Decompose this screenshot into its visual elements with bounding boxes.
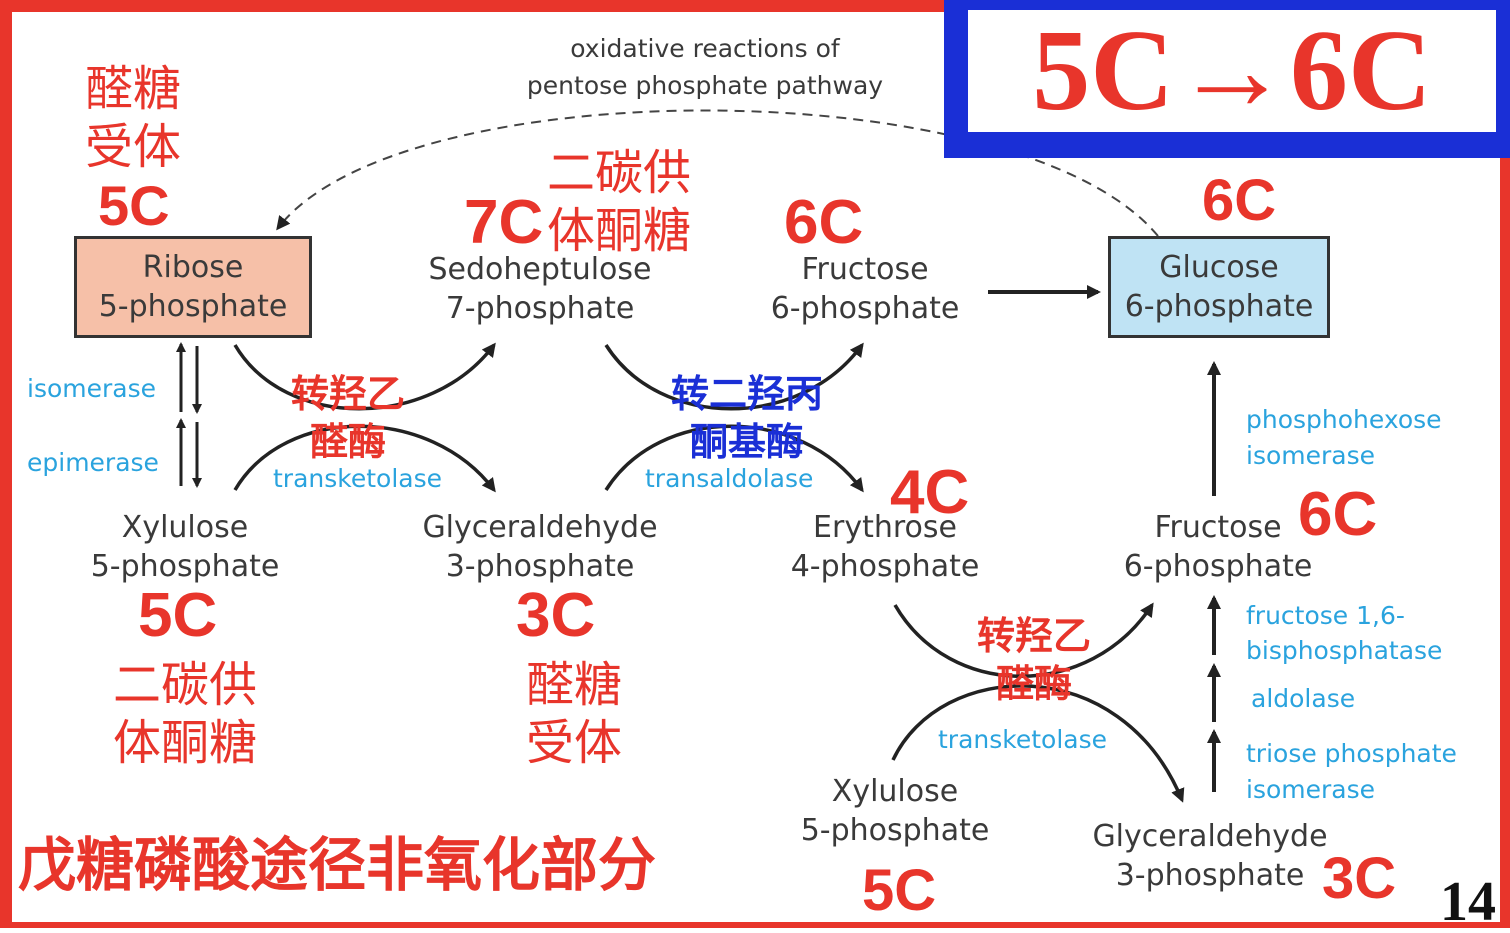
carbon-count-xylulose-left: 5C [138, 581, 218, 650]
xylulose-5-phosphate-bottom: Xylulose 5-phosphate [800, 774, 990, 848]
isomerase-label: isomerase [27, 374, 157, 403]
ketose-donor-note-1: 二碳供 体酮糖 [547, 145, 692, 259]
oxidative-note: oxidative reactions of pentose phosphate… [526, 34, 884, 100]
ribose-5-phosphate-box: Ribose 5-phosphate [74, 236, 312, 338]
carbon-count-erythrose: 4C [890, 458, 970, 527]
aldolase-label: aldolase [1251, 684, 1356, 713]
aldose-acceptor-note-2: 醛糖 受体 [526, 657, 623, 771]
carbon-count-gap-right: 3C [1322, 846, 1397, 911]
title-badge-text: 5C→6C [1032, 7, 1432, 135]
sedoheptulose-7-phosphate: Sedoheptulose 7-phosphate [428, 252, 652, 326]
transketolase-label-2: transketolase [938, 725, 1108, 754]
epimerase-label: epimerase [27, 448, 159, 477]
transketolase-cn-2: 转羟乙 醛酶 [976, 614, 1091, 706]
erythrose-4-phosphate: Erythrose 4-phosphate [790, 510, 980, 584]
page-number: 14 [1440, 871, 1496, 933]
transketolase-curve-2a [893, 602, 1154, 678]
transketolase-cn-1: 转羟乙 醛酶 [290, 372, 405, 464]
title-badge: 5C→6C [944, 0, 1510, 158]
carbon-count-gap-mid: 3C [516, 581, 596, 650]
aldose-acceptor-note-1: 醛糖 受体 [85, 61, 182, 175]
carbon-count-ribose: 5C [98, 174, 170, 237]
fructose-bisphosphatase-label: fructose 1,6- bisphosphatase [1246, 601, 1443, 665]
carbon-count-fructose-right: 6C [1298, 480, 1378, 549]
ketose-donor-note-2: 二碳供 体酮糖 [113, 657, 258, 771]
carbon-count-fructose-top: 6C [784, 188, 864, 257]
carbon-count-sedo: 7C [464, 188, 544, 257]
transaldolase-curve-b [604, 424, 864, 493]
transketolase-curve-2b [891, 684, 1185, 803]
fructose-6-phosphate-top: Fructose 6-phosphate [770, 252, 960, 326]
glyceraldehyde-3-phosphate-mid: Glyceraldehyde 3-phosphate [422, 510, 658, 584]
phosphohexose-isomerase-label: phosphohexose isomerase [1246, 405, 1442, 470]
fructose-6-phosphate-right: Fructose 6-phosphate [1123, 510, 1313, 584]
xylulose-5-phosphate-left: Xylulose 5-phosphate [90, 510, 280, 584]
glucose-6-phosphate-box: Glucose 6-phosphate [1108, 236, 1330, 338]
transaldolase-cn: 转二羟丙 酮基酶 [670, 372, 823, 464]
transketolase-curve-1b [233, 424, 496, 493]
transaldolase-curve-a [604, 342, 864, 411]
transaldolase-label: transaldolase [645, 464, 814, 493]
transketolase-curve-1a [233, 342, 496, 411]
triose-phosphate-isomerase-label: triose phosphate isomerase [1246, 739, 1457, 804]
carbon-count-xylulose-bottom: 5C [862, 858, 937, 923]
carbon-count-glucose: 6C [1202, 168, 1277, 233]
transketolase-label-1: transketolase [273, 464, 443, 493]
glyceraldehyde-3-phosphate-right: Glyceraldehyde 3-phosphate [1092, 819, 1328, 893]
oxidative-arc [276, 109, 1159, 237]
footer-title: 戊糖磷酸途径非氧化部分 [18, 831, 657, 899]
